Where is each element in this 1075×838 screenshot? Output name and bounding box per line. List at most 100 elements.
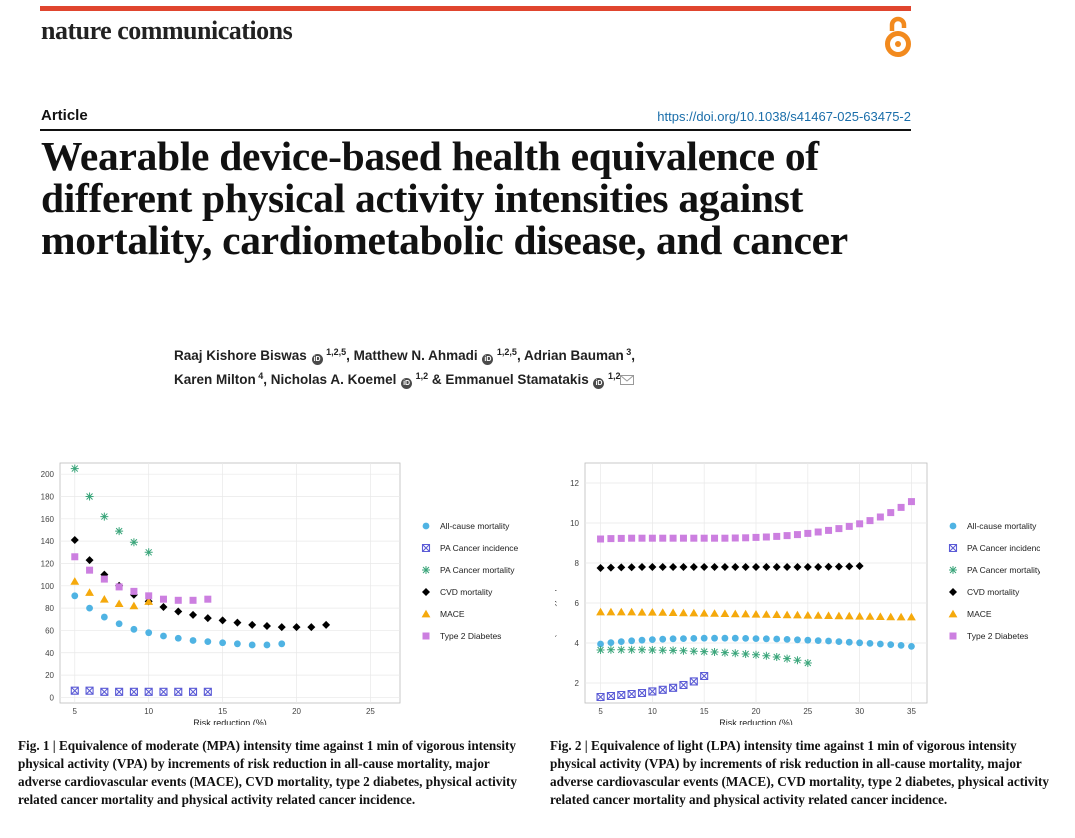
data-point xyxy=(711,634,718,642)
data-point xyxy=(669,635,677,643)
x-tick-label: 10 xyxy=(144,707,153,716)
data-point xyxy=(627,563,636,572)
data-point xyxy=(617,690,626,700)
data-point xyxy=(866,517,874,525)
y-tick-label: 6 xyxy=(575,599,580,608)
data-point xyxy=(597,535,605,543)
data-point xyxy=(627,645,636,654)
data-point xyxy=(596,646,605,654)
data-point xyxy=(825,526,833,534)
data-point xyxy=(606,607,616,616)
data-point xyxy=(761,610,771,618)
data-point xyxy=(793,610,802,619)
y-tick-label: 160 xyxy=(41,515,55,524)
data-point xyxy=(721,634,729,642)
data-point xyxy=(188,687,198,696)
data-point xyxy=(762,563,771,571)
legend-marker xyxy=(422,632,430,640)
x-tick-label: 20 xyxy=(292,707,301,716)
data-point xyxy=(793,563,802,571)
data-point xyxy=(233,618,242,627)
data-point xyxy=(825,637,832,645)
data-point xyxy=(835,638,843,645)
legend-label: MACE xyxy=(967,609,992,619)
header-rule xyxy=(40,129,911,131)
data-point xyxy=(700,634,708,642)
data-point xyxy=(115,583,123,591)
data-point xyxy=(659,534,667,542)
data-point xyxy=(804,636,812,644)
author-name[interactable]: Matthew N. Ahmadi xyxy=(353,348,478,363)
data-point xyxy=(896,612,906,621)
author-name[interactable]: Karen Milton xyxy=(174,372,256,387)
orcid-icon[interactable]: iD xyxy=(593,378,605,389)
orcid-icon[interactable]: iD xyxy=(311,354,323,365)
data-point xyxy=(85,588,94,596)
data-point xyxy=(721,534,729,542)
y-tick-label: 10 xyxy=(570,519,579,528)
y-tick-label: 200 xyxy=(41,470,55,479)
y-tick-label: 120 xyxy=(41,559,55,568)
orcid-icon[interactable]: iD xyxy=(401,378,413,389)
data-point xyxy=(647,608,657,616)
data-point xyxy=(189,610,198,619)
data-point xyxy=(793,656,802,665)
data-point xyxy=(803,659,812,667)
data-point xyxy=(773,635,781,643)
data-point xyxy=(607,639,615,646)
data-point xyxy=(85,556,94,565)
author-name[interactable]: Nicholas A. Koemel xyxy=(270,372,397,387)
data-point xyxy=(596,692,605,702)
data-point xyxy=(834,562,843,571)
orcid-icon[interactable]: iD xyxy=(482,354,494,365)
data-point xyxy=(99,594,109,603)
author-name[interactable]: Adrian Bauman xyxy=(523,348,624,363)
data-point xyxy=(596,607,605,616)
data-point xyxy=(307,623,316,632)
y-axis-label: VPA (1 min/day) equivalence MPA minutes xyxy=(555,512,557,654)
data-point xyxy=(680,635,687,642)
data-point xyxy=(835,525,843,533)
author-name[interactable]: Emmanuel Stamatakis xyxy=(445,372,589,387)
data-point xyxy=(292,623,301,632)
legend-marker xyxy=(949,588,957,596)
data-point xyxy=(218,616,227,625)
x-tick-label: 35 xyxy=(907,707,916,716)
data-point xyxy=(658,646,667,655)
author-name[interactable]: Raaj Kishore Biswas xyxy=(174,348,307,363)
data-point xyxy=(70,577,80,585)
data-point xyxy=(742,534,750,542)
data-point xyxy=(129,538,138,547)
data-point xyxy=(638,645,646,654)
data-point xyxy=(628,637,636,645)
data-point xyxy=(648,534,656,542)
data-point xyxy=(731,649,740,658)
legend-label: PA Cancer incidence xyxy=(440,543,519,553)
data-point xyxy=(100,570,109,579)
data-point xyxy=(679,563,688,571)
series-cvd-mortality xyxy=(596,562,864,572)
legend-marker xyxy=(422,588,430,596)
data-point xyxy=(86,566,94,574)
data-point xyxy=(689,677,698,686)
data-point xyxy=(100,687,109,696)
email-icon[interactable] xyxy=(620,375,635,385)
data-point xyxy=(638,534,646,542)
data-point xyxy=(689,563,698,571)
data-point xyxy=(679,534,687,542)
journal-name[interactable]: nature communications xyxy=(41,16,293,45)
data-point xyxy=(897,642,905,649)
data-point xyxy=(278,640,286,648)
data-point xyxy=(731,634,739,642)
data-point xyxy=(145,592,153,600)
data-point xyxy=(85,492,94,501)
data-point xyxy=(174,634,182,642)
series-all-cause-mortality xyxy=(597,634,915,650)
legend-label: PA Cancer mortality xyxy=(967,565,1040,575)
x-axis-label: Risk reduction (%) xyxy=(719,718,793,725)
data-point xyxy=(762,533,770,541)
doi-link[interactable]: https://doi.org/10.1038/s41467-025-63475… xyxy=(657,109,911,124)
data-point xyxy=(189,637,197,644)
x-tick-label: 5 xyxy=(598,707,603,716)
figure-2-chart: 5 10 15 20 25 30 35 2 4 6 8 10 12 Risk reduction (%) V… xyxy=(555,462,1040,725)
